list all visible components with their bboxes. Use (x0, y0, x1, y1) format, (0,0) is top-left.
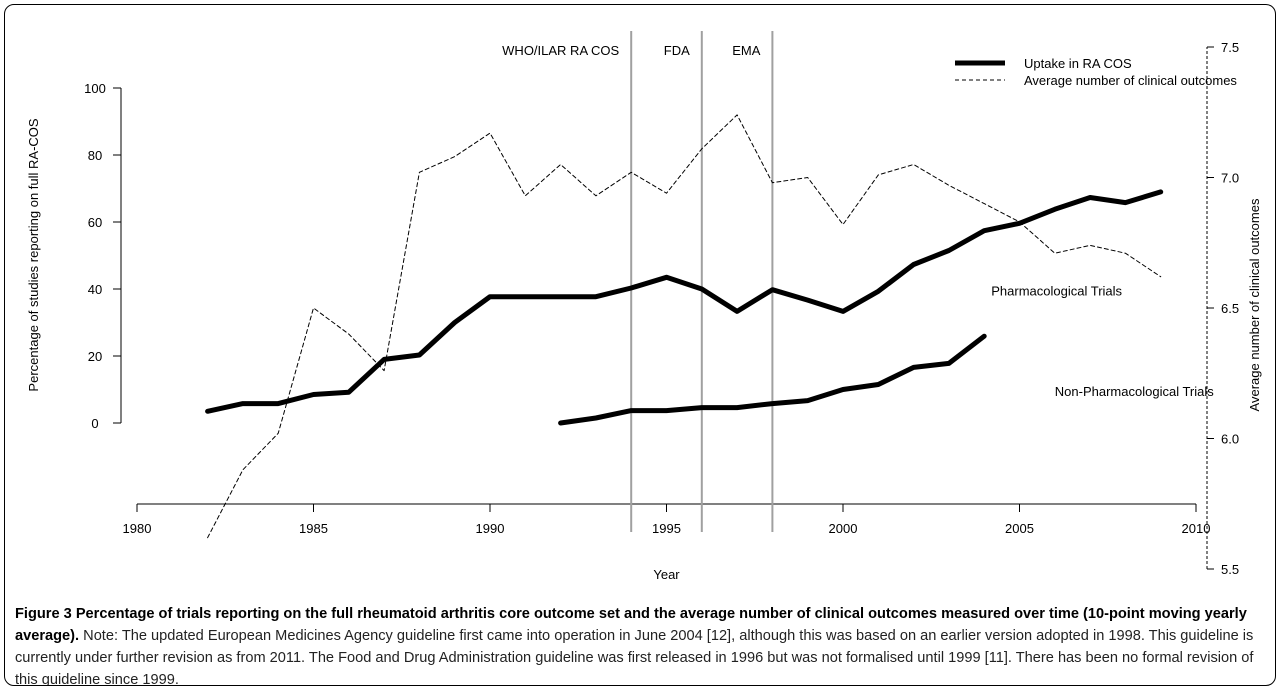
guideline-markers: WHO/ILAR RA COS FDA EMA (502, 31, 774, 532)
x-tick-label: 1995 (652, 521, 681, 536)
chart: 1980 1985 1990 1995 2000 2005 2010 Year 0 20 40 60 8… (26, 31, 1262, 582)
y-tick-label: 100 (84, 81, 106, 96)
y2-axis-label: Average number of clinical outcomes (1247, 198, 1262, 411)
x-tick-label: 2005 (1005, 521, 1034, 536)
x-tick-label: 1985 (299, 521, 328, 536)
series-annotation: Pharmacological Trials (991, 284, 1122, 299)
annotations: Pharmacological Trials Non-Pharmacologica… (991, 284, 1214, 400)
x-tick-label: 2000 (829, 521, 858, 536)
legend-label: Average number of clinical outcomes (1024, 73, 1237, 88)
y-tick-label: 40 (88, 282, 102, 297)
figure-frame: 1980 1985 1990 1995 2000 2005 2010 Year 0 20 40 60 8… (4, 4, 1276, 686)
guideline-label: FDA (664, 43, 690, 58)
y-tick-label: 0 (91, 416, 98, 431)
y2-tick-label: 5.5 (1221, 562, 1239, 577)
y-axis-label: Percentage of studies reporting on full … (26, 118, 41, 391)
y2-tick-label: 6.5 (1221, 301, 1239, 316)
series-annotation: Non-Pharmacological Trials (1055, 384, 1214, 399)
y-tick-label: 80 (88, 148, 102, 163)
x-axis-label: Year (653, 567, 680, 582)
figure-caption: Figure 3 Percentage of trials reporting … (15, 603, 1267, 686)
y2-tick-label: 7.5 (1221, 40, 1239, 55)
x-tick-label: 2010 (1182, 521, 1211, 536)
y2-tick-label: 6.0 (1221, 432, 1239, 447)
guideline-label: EMA (732, 43, 761, 58)
y-tick-label: 20 (88, 349, 102, 364)
guideline-label: WHO/ILAR RA COS (502, 43, 619, 58)
series-line-uptake-1 (558, 333, 987, 426)
x-tick-label: 1980 (123, 521, 152, 536)
x-tick-label: 1990 (476, 521, 505, 536)
caption-title: Figure 3 Percentage of trials reporting … (15, 606, 1247, 644)
caption-text: Note: The updated European Medicines Age… (15, 628, 1254, 686)
data-series (205, 114, 1164, 539)
series-line-uptake-0 (205, 189, 1164, 414)
series-line-avg-outcomes (207, 114, 1162, 539)
y-tick-label: 60 (88, 215, 102, 230)
legend-label: Uptake in RA COS (1024, 56, 1132, 71)
y2-tick-label: 7.0 (1221, 171, 1239, 186)
axes: 1980 1985 1990 1995 2000 2005 2010 Year 0 20 40 60 8… (26, 40, 1262, 582)
legend: Uptake in RA COS Average number of clinic… (955, 56, 1237, 88)
